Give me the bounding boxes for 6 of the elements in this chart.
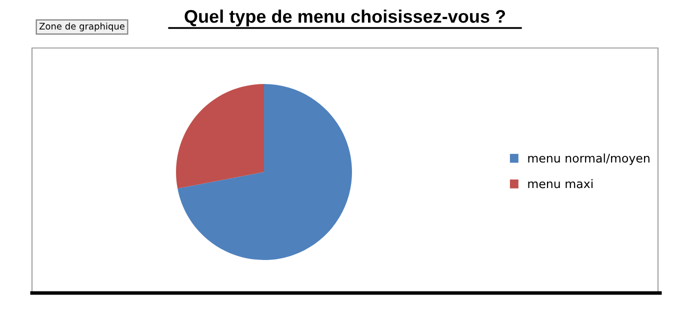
legend-label: menu maxi bbox=[528, 179, 593, 188]
text: Zone de graphique bbox=[39, 22, 124, 32]
chart-title: Quel type de menu choisissez-vous ? bbox=[184, 10, 506, 26]
legend-label: menu normal/moyen bbox=[528, 153, 650, 165]
pie-slice bbox=[176, 84, 264, 188]
pie-slice bbox=[178, 84, 352, 260]
